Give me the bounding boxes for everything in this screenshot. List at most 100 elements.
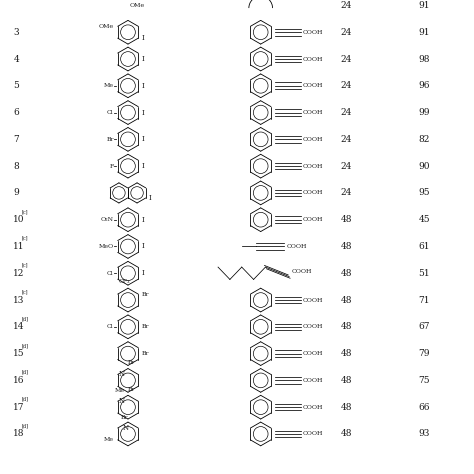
Text: Br: Br xyxy=(106,137,114,142)
Text: [d]: [d] xyxy=(22,370,29,375)
Text: 24: 24 xyxy=(340,135,352,144)
Text: 24: 24 xyxy=(340,1,352,10)
Text: CF₃: CF₃ xyxy=(118,279,130,284)
Text: Cl: Cl xyxy=(107,271,114,276)
Text: 24: 24 xyxy=(340,28,352,36)
Text: 96: 96 xyxy=(419,82,430,90)
Text: Cl: Cl xyxy=(107,324,114,329)
Text: 24: 24 xyxy=(340,189,352,197)
Text: COOH: COOH xyxy=(286,244,307,249)
Text: 5: 5 xyxy=(13,82,19,90)
Text: 95: 95 xyxy=(419,189,430,197)
Text: I: I xyxy=(141,55,144,63)
Text: 71: 71 xyxy=(419,296,430,304)
Text: 4: 4 xyxy=(13,55,19,64)
Text: 11: 11 xyxy=(13,242,25,251)
Text: [d]: [d] xyxy=(22,396,29,401)
Text: [c]: [c] xyxy=(22,289,28,294)
Text: N: N xyxy=(123,424,128,432)
Text: 82: 82 xyxy=(419,135,430,144)
Text: COOH: COOH xyxy=(303,405,323,410)
Text: Br: Br xyxy=(121,415,128,420)
Text: 14: 14 xyxy=(13,322,25,331)
Text: I: I xyxy=(141,216,144,224)
Text: 48: 48 xyxy=(340,322,352,331)
Text: Me: Me xyxy=(104,83,114,88)
Text: COOH: COOH xyxy=(303,110,323,115)
Text: 45: 45 xyxy=(419,215,430,224)
Text: Br: Br xyxy=(141,324,149,329)
Text: I: I xyxy=(141,243,144,250)
Text: Me: Me xyxy=(104,438,114,442)
Text: I: I xyxy=(141,162,144,170)
Text: N: N xyxy=(119,397,125,405)
Text: 48: 48 xyxy=(340,349,352,358)
Text: I: I xyxy=(141,136,144,143)
Text: [c]: [c] xyxy=(22,236,28,241)
Text: 48: 48 xyxy=(340,269,352,278)
Text: 10: 10 xyxy=(13,215,25,224)
Text: 48: 48 xyxy=(340,215,352,224)
Text: 8: 8 xyxy=(13,162,19,171)
Text: 79: 79 xyxy=(419,349,430,358)
Text: COOH: COOH xyxy=(303,164,323,169)
Text: Cl: Cl xyxy=(107,110,114,115)
Text: Br: Br xyxy=(141,351,149,356)
Text: I: I xyxy=(141,269,144,277)
Text: 7: 7 xyxy=(13,135,19,144)
Text: 24: 24 xyxy=(340,162,352,171)
Text: OMe: OMe xyxy=(130,3,145,8)
Text: 51: 51 xyxy=(419,269,430,278)
Text: 24: 24 xyxy=(340,55,352,64)
Text: 16: 16 xyxy=(13,376,25,385)
Text: 61: 61 xyxy=(419,242,430,251)
Text: 9: 9 xyxy=(13,189,19,197)
Text: 66: 66 xyxy=(419,403,430,411)
Text: 91: 91 xyxy=(419,1,430,10)
Text: Br: Br xyxy=(128,360,135,365)
Text: I: I xyxy=(141,109,144,117)
Text: 48: 48 xyxy=(340,403,352,411)
Text: 3: 3 xyxy=(13,28,19,36)
Text: 99: 99 xyxy=(419,108,430,117)
Text: COOH: COOH xyxy=(303,351,323,356)
Text: COOH: COOH xyxy=(303,217,323,222)
Text: 48: 48 xyxy=(340,296,352,304)
Text: COOH: COOH xyxy=(303,298,323,302)
Text: 48: 48 xyxy=(340,376,352,385)
Text: I: I xyxy=(148,194,151,202)
Text: COOH: COOH xyxy=(303,324,323,329)
Text: 15: 15 xyxy=(13,349,25,358)
Text: [d]: [d] xyxy=(22,343,29,348)
Text: I: I xyxy=(141,34,144,42)
Text: 67: 67 xyxy=(419,322,430,331)
Text: 98: 98 xyxy=(419,55,430,64)
Text: F: F xyxy=(109,164,114,169)
Text: COOH: COOH xyxy=(303,56,323,62)
Text: 75: 75 xyxy=(419,376,430,385)
Text: O₂N: O₂N xyxy=(101,217,114,222)
Text: 91: 91 xyxy=(419,28,430,36)
Text: [d]: [d] xyxy=(22,423,29,428)
Text: COOH: COOH xyxy=(303,378,323,383)
Text: COOH: COOH xyxy=(303,431,323,437)
Text: 24: 24 xyxy=(340,108,352,117)
Text: N: N xyxy=(119,370,125,378)
Text: 93: 93 xyxy=(419,429,430,438)
Text: OMe: OMe xyxy=(99,24,114,29)
Text: 12: 12 xyxy=(13,269,25,278)
Text: 6: 6 xyxy=(13,108,19,117)
Text: Br: Br xyxy=(141,292,149,297)
Text: I: I xyxy=(141,82,144,90)
Text: MeO: MeO xyxy=(99,244,114,249)
Text: COOH: COOH xyxy=(303,30,323,35)
Text: 17: 17 xyxy=(13,403,25,411)
Text: 18: 18 xyxy=(13,429,25,438)
Text: COOH: COOH xyxy=(303,191,323,195)
Text: [c]: [c] xyxy=(22,263,28,268)
Text: 48: 48 xyxy=(340,429,352,438)
Text: [d]: [d] xyxy=(22,316,29,321)
Text: Me: Me xyxy=(115,388,125,393)
Text: Br: Br xyxy=(128,386,135,392)
Text: 48: 48 xyxy=(340,242,352,251)
